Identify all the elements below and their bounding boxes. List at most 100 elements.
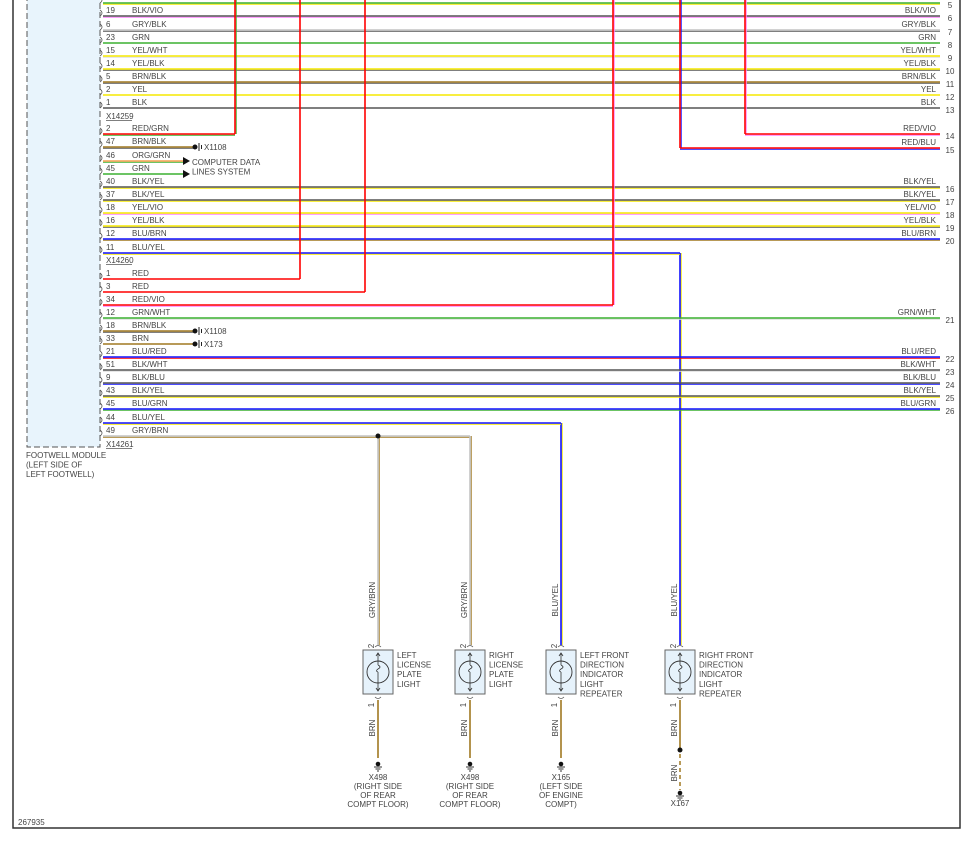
right-wire-label: YEL/BLK bbox=[904, 216, 937, 225]
pin-bracket bbox=[99, 350, 103, 358]
ground-id-label: X1108 bbox=[204, 143, 227, 152]
ground-location-label: (RIGHT SIDE bbox=[446, 782, 494, 791]
pin-number: 12 bbox=[106, 229, 115, 238]
pin-number: 11 bbox=[106, 243, 115, 252]
connector-label: X14261 bbox=[106, 440, 134, 449]
wire-color-label: BRN/BLK bbox=[132, 72, 167, 81]
right-pin-number: 19 bbox=[946, 224, 955, 233]
right-wire-label: BLK/BLU bbox=[903, 373, 936, 382]
right-wire-label: YEL/VIO bbox=[905, 203, 936, 212]
right-pin-number: 20 bbox=[946, 237, 955, 246]
pin-bracket bbox=[676, 696, 684, 699]
right-pin-number: 13 bbox=[946, 106, 955, 115]
ground-location-label: OF ENGINE bbox=[539, 791, 583, 800]
arrow-icon bbox=[183, 157, 190, 165]
pin-bracket bbox=[99, 389, 103, 397]
component-label: LIGHT bbox=[397, 680, 421, 689]
component-label: LIGHT bbox=[699, 680, 723, 689]
pin-number: 18 bbox=[106, 321, 115, 330]
pin-number: 3 bbox=[106, 282, 111, 291]
right-wire-label: GRN bbox=[918, 33, 936, 42]
pin-bracket bbox=[99, 219, 103, 227]
component-label: INDICATOR bbox=[580, 670, 623, 679]
wire-color-label: RED bbox=[132, 269, 149, 278]
pin-number: 37 bbox=[106, 190, 115, 199]
right-wire-label: BLK/VIO bbox=[905, 6, 936, 15]
ground-id-label: X498 bbox=[461, 773, 480, 782]
pin-bracket bbox=[99, 402, 103, 410]
wire-color-label: BLK/YEL bbox=[132, 190, 165, 199]
component-right-front-direction-indicator-light-repeater bbox=[664, 649, 696, 695]
right-wire-label: YEL/WHT bbox=[900, 46, 936, 55]
right-wire-label: BLK/YEL bbox=[904, 190, 937, 199]
pin-bracket bbox=[99, 416, 103, 424]
splice-ground-dot bbox=[192, 341, 198, 347]
pin-number: 6 bbox=[106, 20, 111, 29]
component-label: REPEATER bbox=[580, 689, 623, 698]
pin-bracket bbox=[99, 140, 103, 148]
component-label: REPEATER bbox=[699, 689, 742, 698]
component-label: RIGHT FRONT bbox=[699, 651, 754, 660]
wire-color-label: BRN/BLK bbox=[132, 137, 167, 146]
wire-color-label: YEL/BLK bbox=[132, 216, 165, 225]
ground-icon bbox=[466, 761, 474, 772]
component-label: LIGHT bbox=[580, 680, 604, 689]
wire-color-label: GRY/BRN bbox=[132, 426, 169, 435]
pin-number: 34 bbox=[106, 295, 115, 304]
pin-number: 21 bbox=[106, 347, 115, 356]
pin-bracket bbox=[676, 645, 684, 648]
pin-bracket bbox=[466, 696, 474, 699]
right-wire-label: BLU/BRN bbox=[901, 229, 936, 238]
module-label: FOOTWELL MODULE bbox=[26, 451, 106, 460]
pin-number: 33 bbox=[106, 334, 115, 343]
ground-location-label: (RIGHT SIDE bbox=[354, 782, 402, 791]
right-pin-number: 17 bbox=[946, 198, 955, 207]
pin-bracket bbox=[99, 311, 103, 319]
pin-number: 19 bbox=[106, 6, 115, 15]
component-label: RIGHT bbox=[489, 651, 514, 660]
component-label: PLATE bbox=[489, 670, 514, 679]
bulb-filament-icon bbox=[467, 652, 473, 692]
right-wire-label: GRY/BLK bbox=[901, 20, 936, 29]
right-pin-number: 7 bbox=[948, 28, 953, 37]
pin-number: 12 bbox=[106, 308, 115, 317]
pin-number: 1 bbox=[459, 702, 468, 707]
pin-number: 1 bbox=[669, 702, 678, 707]
pin-bracket bbox=[99, 285, 103, 293]
module-label: LEFT FOOTWELL) bbox=[26, 470, 95, 479]
pin-number: 45 bbox=[106, 164, 115, 173]
right-pin-number: 5 bbox=[948, 1, 953, 10]
pin-number: 15 bbox=[106, 46, 115, 55]
pin-number: 46 bbox=[106, 151, 115, 160]
wire-color-label: BLU/BRN bbox=[132, 229, 167, 238]
right-wire-label: BLK/YEL bbox=[904, 177, 937, 186]
right-pin-number: 10 bbox=[946, 67, 955, 76]
wire-color-label: RED/GRN bbox=[132, 124, 169, 133]
pin-number: 49 bbox=[106, 426, 115, 435]
pin-bracket bbox=[99, 88, 103, 96]
right-wire-label: BLK/YEL bbox=[904, 386, 937, 395]
pin-bracket bbox=[99, 180, 103, 188]
right-wire-label: YEL bbox=[921, 85, 937, 94]
pin-number: 16 bbox=[106, 216, 115, 225]
pin-bracket bbox=[99, 127, 103, 135]
wire-color-label: RED bbox=[132, 282, 149, 291]
ground-id-label: X1108 bbox=[204, 327, 227, 336]
component-left-front-direction-indicator-light-repeater bbox=[545, 649, 577, 695]
right-pin-number: 6 bbox=[948, 14, 953, 23]
connector-label: X14260 bbox=[106, 256, 134, 265]
computer-data-lines-label: LINES SYSTEM bbox=[192, 168, 251, 177]
wire-color-label: RED/VIO bbox=[132, 295, 165, 304]
vertical-wire-label: BLU/YEL bbox=[670, 583, 679, 616]
component-label: LICENSE bbox=[397, 661, 431, 670]
ground-location-label: COMPT) bbox=[545, 800, 577, 809]
splice-dot bbox=[677, 747, 683, 753]
pin-number: 1 bbox=[106, 269, 111, 278]
pin-bracket bbox=[99, 75, 103, 83]
component-label: DIRECTION bbox=[580, 661, 624, 670]
component-label: PLATE bbox=[397, 670, 422, 679]
component-label: LICENSE bbox=[489, 661, 523, 670]
right-wire-label: BRN/BLK bbox=[902, 72, 937, 81]
component-label: LEFT FRONT bbox=[580, 651, 629, 660]
arrow-icon bbox=[183, 170, 190, 178]
